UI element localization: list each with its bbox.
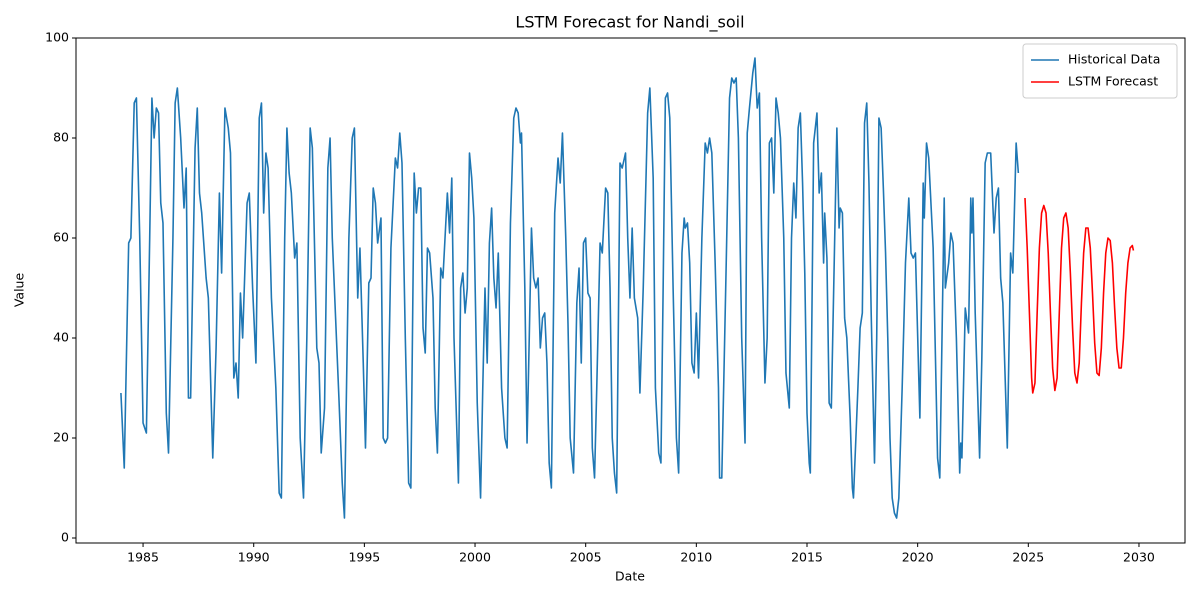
y-tick-label: 80 [53,130,69,145]
x-tick-label: 1985 [127,550,159,565]
y-axis-label: Value [12,273,27,308]
legend-label: LSTM Forecast [1068,74,1158,89]
x-tick-label: 2030 [1123,550,1155,565]
x-tick-label: 2020 [902,550,934,565]
y-tick-label: 40 [53,330,69,345]
x-tick-label: 2000 [459,550,491,565]
x-tick-label: 1995 [348,550,380,565]
chart-title: LSTM Forecast for Nandi_soil [515,13,744,33]
series-line [120,57,1020,519]
x-tick-label: 2025 [1012,550,1044,565]
y-tick-label: 20 [53,430,69,445]
y-tick-label: 100 [45,30,69,45]
x-tick-label: 2005 [570,550,602,565]
legend-box [1022,43,1178,99]
y-tick-label: 0 [61,530,69,545]
series-line [1024,197,1135,394]
legend-label: Historical Data [1068,52,1160,67]
y-tick-label: 60 [53,230,69,245]
x-axis-label: Date [615,569,645,584]
x-tick-label: 2010 [680,550,712,565]
x-tick-label: 2015 [791,550,823,565]
x-tick-label: 1990 [238,550,270,565]
plot-frame [75,37,1186,544]
